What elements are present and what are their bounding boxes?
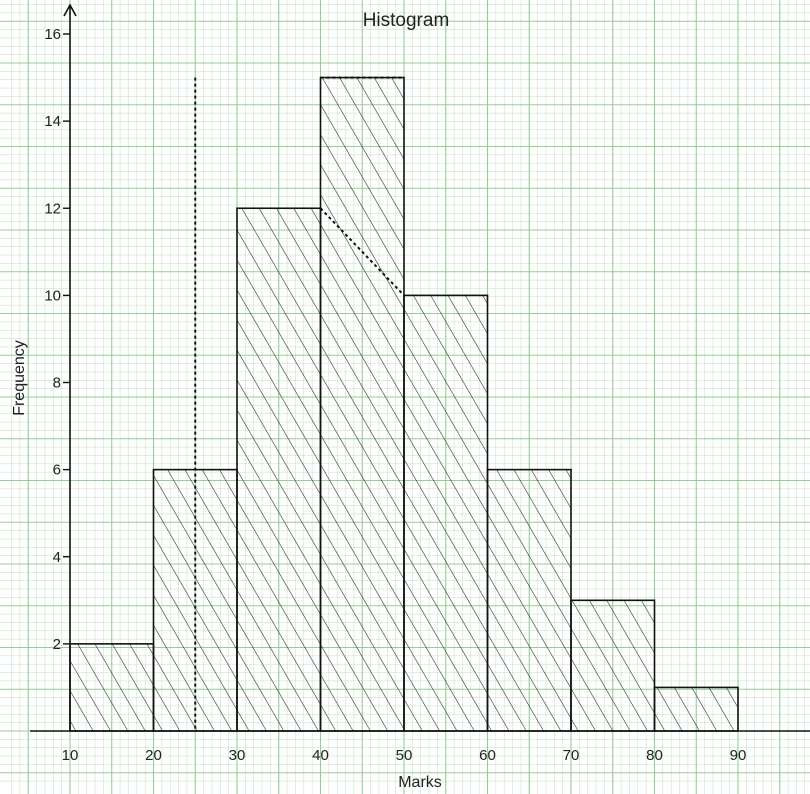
- x-tick-label: 80: [646, 747, 663, 764]
- x-tick-label: 40: [312, 747, 329, 764]
- x-tick-label: 20: [145, 747, 162, 764]
- histogram-bar-1: [69, 643, 155, 732]
- axes: [30, 3, 810, 732]
- histogram-bar-5: [403, 294, 489, 732]
- histogram-bar-4: [319, 76, 405, 732]
- y-axis-arrow: [63, 3, 77, 17]
- y-tick-label: 14: [44, 113, 61, 130]
- y-tick-label: 10: [44, 287, 61, 304]
- y-tick-label: 4: [53, 549, 61, 566]
- tick-labels: 2 4 6 8 10 12 14 16 10 20 30 40 50 60 70 80 90: [44, 26, 746, 764]
- x-tick-label: 90: [730, 747, 747, 764]
- histogram-bars: [69, 76, 739, 732]
- y-tick-label: 2: [53, 636, 61, 653]
- x-tick-label: 50: [396, 747, 413, 764]
- histogram-bar-8: [653, 686, 739, 732]
- chart-title: Histogram: [363, 10, 450, 31]
- histogram-bar-3: [236, 207, 322, 732]
- histogram-bar-6: [486, 468, 572, 732]
- y-axis-label: Frequency: [11, 340, 28, 416]
- y-tick-label: 6: [53, 462, 61, 479]
- x-tick-label: 30: [229, 747, 246, 764]
- mode-construction-line-1: [319, 207, 405, 297]
- mode-construction-lines: [194, 76, 405, 731]
- y-tick-label: 16: [44, 26, 61, 43]
- x-axis-label: Marks: [398, 774, 442, 791]
- x-tick-label: 10: [62, 747, 79, 764]
- x-tick-label: 60: [479, 747, 496, 764]
- histogram-bar-7: [570, 599, 656, 732]
- x-tick-label: 70: [563, 747, 580, 764]
- y-tick-label: 12: [44, 200, 61, 217]
- y-tick-label: 8: [53, 375, 61, 392]
